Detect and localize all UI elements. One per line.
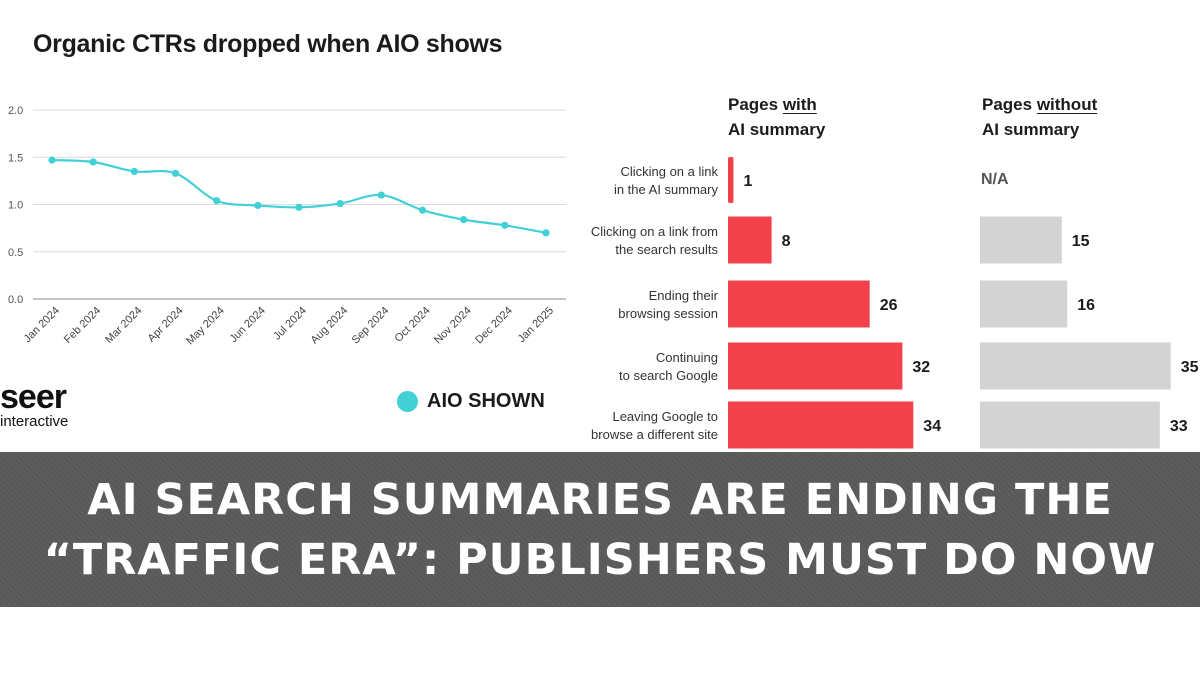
headline-banner: AI SEARCH SUMMARIES ARE ENDING THE “TRAF…: [0, 452, 1200, 607]
category-label: Clicking on a link from the search result…: [591, 224, 719, 257]
bar-with-ai: [728, 401, 914, 449]
category-label-line: browse a different site: [591, 427, 718, 442]
not-applicable-label: N/A: [981, 171, 1009, 188]
panel-title-without-prefix: Pages: [982, 95, 1037, 114]
category-label-line: Clicking on a link from: [591, 224, 718, 239]
bar-value-label: 34: [923, 418, 941, 435]
bar-value-label: 15: [1072, 233, 1090, 250]
category-label-line: Continuing: [656, 350, 718, 365]
panel-title-with-line2: AI summary: [728, 120, 826, 139]
bar-value-label: 8: [782, 233, 791, 250]
y-tick-label: 0.0: [8, 294, 23, 306]
category-label-line: browsing session: [618, 306, 718, 321]
category-label-line: Clicking on a link: [620, 164, 718, 179]
panel-title-with-prefix: Pages: [728, 95, 783, 114]
data-point: [130, 167, 138, 176]
bar-chart: Clicking on a link in the AI summaryClick…: [591, 157, 1199, 449]
bar-value-label: 26: [880, 297, 898, 314]
category-label-line: Ending their: [649, 288, 719, 303]
data-point: [336, 199, 344, 208]
bar-value-label: 16: [1077, 297, 1095, 314]
panel-title-without: Pages without AI summary: [982, 92, 1097, 142]
category-label: Ending their browsing session: [618, 288, 718, 321]
bar-without-ai: [980, 401, 1160, 449]
data-point: [171, 169, 180, 177]
logo-subtitle: interactive: [0, 413, 69, 430]
chart-title: Organic CTRs dropped when AIO shows: [33, 30, 503, 58]
category-label-line: the search results: [615, 242, 718, 257]
panel-title-without-emphasis: without: [1036, 95, 1098, 114]
category-label: Leaving Google to browse a different site: [591, 409, 718, 442]
category-label-line: Leaving Google to: [612, 409, 718, 424]
data-point: [418, 206, 427, 214]
bar-with-ai: [728, 157, 734, 203]
bar-with-ai: [728, 342, 903, 390]
data-point: [89, 158, 97, 166]
bar-value-label: 35: [1181, 359, 1199, 376]
bar-value-label: 1: [743, 173, 752, 190]
bar-without-ai: [980, 342, 1171, 390]
y-tick-label: 1.0: [8, 200, 23, 212]
data-point: [460, 216, 468, 224]
data-point: [377, 191, 385, 199]
bar-without-ai: [980, 280, 1068, 328]
panel-title-with: Pages with AI summary: [728, 92, 825, 142]
data-point: [295, 203, 303, 211]
bar-with-ai: [728, 216, 772, 264]
y-tick-label: 2.0: [8, 105, 23, 117]
headline-line-2: “TRAFFIC ERA”: PUBLISHERS MUST DO NOW: [43, 534, 1157, 585]
data-point: [542, 229, 550, 237]
category-label: Continuing to search Google: [619, 350, 718, 383]
panel-title-with-emphasis: with: [782, 95, 817, 114]
legend-swatch: [397, 391, 418, 412]
bar-with-ai: [728, 280, 870, 328]
data-point: [48, 156, 56, 164]
line-legend: AIO SHOWN: [397, 390, 545, 413]
y-tick-label: 0.5: [8, 247, 23, 259]
category-label: Clicking on a link in the AI summary: [614, 164, 719, 197]
bar-value-label: 33: [1170, 418, 1188, 435]
headline-line-1: AI SEARCH SUMMARIES ARE ENDING THE: [87, 474, 1113, 525]
data-point: [213, 197, 221, 205]
logo-wordmark: seer: [0, 378, 67, 416]
seer-interactive-logo: seer interactive: [0, 380, 68, 429]
y-tick-label: 1.5: [8, 152, 23, 164]
legend-label: AIO SHOWN: [427, 390, 545, 412]
bar-value-label: 32: [912, 359, 930, 376]
category-label-line: to search Google: [619, 368, 718, 383]
bar-without-ai: [980, 216, 1062, 264]
data-point: [254, 201, 262, 210]
data-point: [501, 221, 509, 229]
panel-title-without-line2: AI summary: [982, 120, 1080, 139]
category-label-line: in the AI summary: [614, 182, 719, 197]
